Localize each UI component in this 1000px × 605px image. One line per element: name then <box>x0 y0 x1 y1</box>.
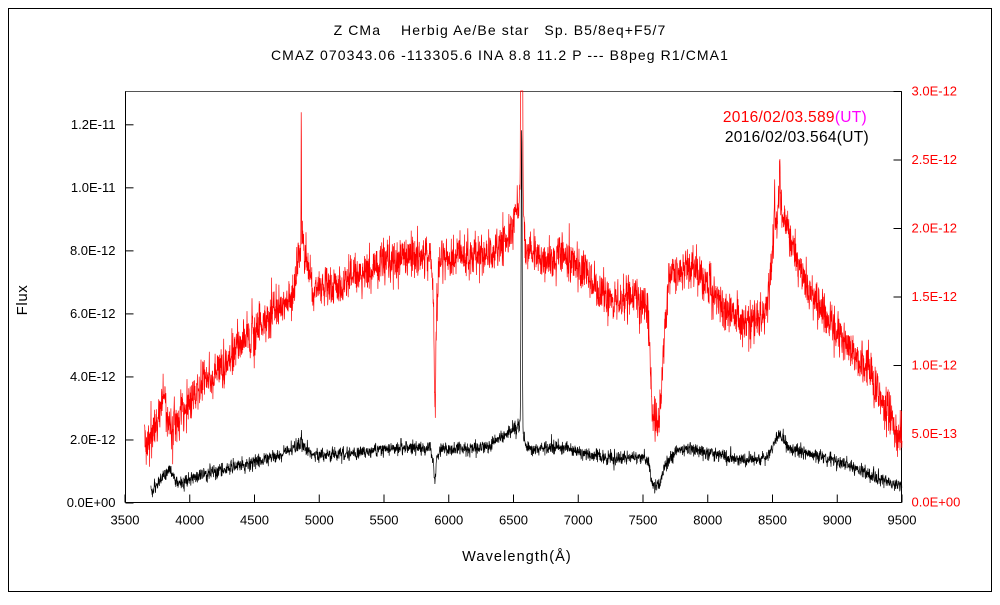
svg-text:2.0E-12: 2.0E-12 <box>70 432 116 447</box>
svg-text:Z CMa Herbig Ae/Be star S: Z CMa Herbig Ae/Be star Sp. B5/8eq+F5/7 <box>334 22 667 38</box>
svg-text:1.0E-11: 1.0E-11 <box>71 180 116 195</box>
svg-text:4000: 4000 <box>175 513 204 528</box>
svg-text:2.0E-12: 2.0E-12 <box>912 221 958 236</box>
svg-text:1.0E-12: 1.0E-12 <box>912 358 958 373</box>
svg-text:5000: 5000 <box>305 513 334 528</box>
svg-text:7000: 7000 <box>564 513 593 528</box>
svg-text:8000: 8000 <box>693 513 722 528</box>
svg-text:2016/02/03.564(UT): 2016/02/03.564(UT) <box>725 129 869 146</box>
svg-text:2.5E-12: 2.5E-12 <box>912 152 958 167</box>
svg-text:4500: 4500 <box>240 513 269 528</box>
svg-text:3500: 3500 <box>111 513 140 528</box>
svg-text:1.5E-12: 1.5E-12 <box>912 289 958 304</box>
svg-text:0.0E+00: 0.0E+00 <box>67 495 116 510</box>
svg-text:5.0E-13: 5.0E-13 <box>912 426 958 441</box>
svg-text:9500: 9500 <box>888 513 917 528</box>
svg-text:7500: 7500 <box>629 513 658 528</box>
svg-text:8.0E-12: 8.0E-12 <box>70 243 116 258</box>
svg-text:CMAZ 070343.06 -113305.6 INA: CMAZ 070343.06 -113305.6 INA 8.8 11.2 P … <box>271 47 729 63</box>
svg-text:1.2E-11: 1.2E-11 <box>71 117 116 132</box>
svg-text:9000: 9000 <box>823 513 852 528</box>
svg-text:6000: 6000 <box>434 513 463 528</box>
svg-text:4.0E-12: 4.0E-12 <box>70 369 116 384</box>
svg-text:2016/02/03.589(UT): 2016/02/03.589(UT) <box>723 109 867 126</box>
svg-text:8500: 8500 <box>758 513 787 528</box>
svg-text:Flux: Flux <box>14 285 31 316</box>
svg-text:6.0E-12: 6.0E-12 <box>70 306 116 321</box>
svg-text:Wavelength(Å): Wavelength(Å) <box>462 548 572 565</box>
svg-text:6500: 6500 <box>499 513 528 528</box>
svg-text:0.0E+00: 0.0E+00 <box>912 495 961 510</box>
svg-text:5500: 5500 <box>370 513 399 528</box>
svg-text:3.0E-12: 3.0E-12 <box>912 84 958 99</box>
